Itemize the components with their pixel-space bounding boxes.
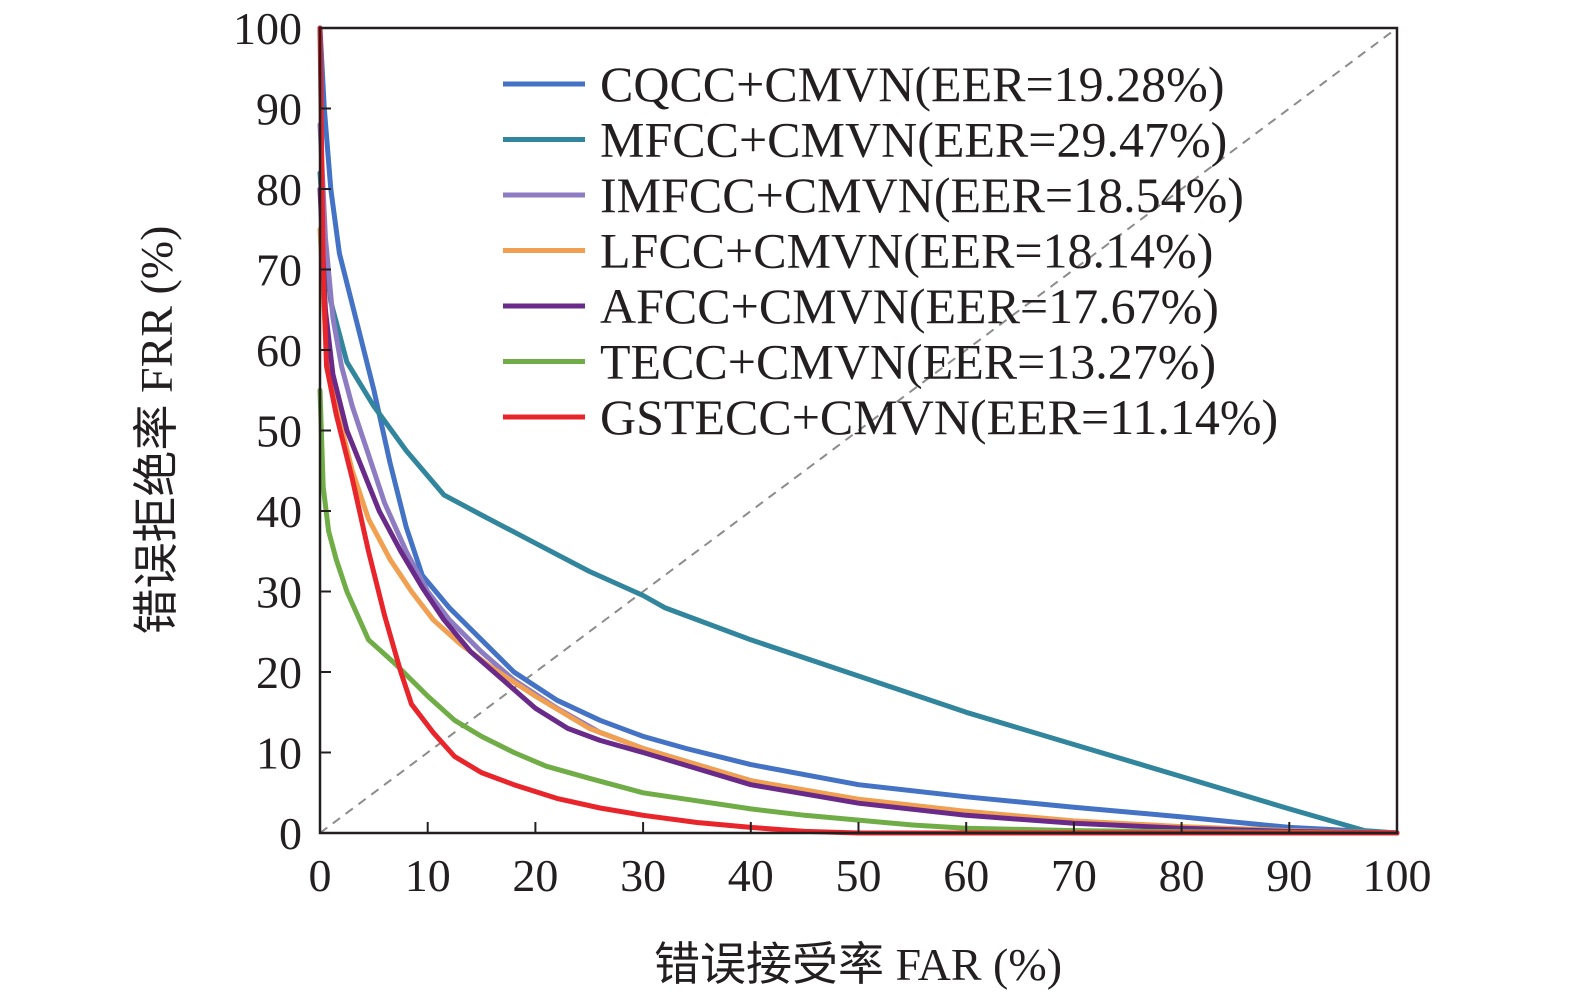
axes-layer: 0 10 20 30 40 50 60 70 80 90 100 0 10 20 30 40 50 60 70 80 9… — [233, 3, 1432, 901]
series-line-1 — [317, 170, 1400, 836]
legend-label-6: GSTECC+CMVN(EER=11.14%) — [600, 389, 1278, 445]
y-tick-label: 0 — [279, 808, 302, 859]
series-line-0 — [317, 25, 1400, 836]
y-tick-label: 20 — [256, 647, 302, 698]
y-tick-label: 70 — [256, 245, 302, 296]
y-tick-label: 60 — [256, 325, 302, 376]
y-tick-label: 100 — [233, 3, 302, 54]
series-line-6 — [317, 25, 1400, 836]
eer-reference-line — [319, 27, 1398, 834]
legend: CQCC+CMVN(EER=19.28%)MFCC+CMVN(EER=29.47… — [503, 56, 1278, 445]
y-tick-label: 30 — [256, 567, 302, 618]
x-tick-label: 0 — [309, 850, 332, 901]
legend-label-0: CQCC+CMVN(EER=19.28%) — [600, 56, 1224, 112]
x-tick-label: 80 — [1159, 850, 1205, 901]
series-line-4 — [317, 186, 1400, 836]
legend-label-1: MFCC+CMVN(EER=29.47%) — [600, 112, 1227, 168]
series-line-3 — [317, 226, 1400, 836]
x-tick-label: 60 — [943, 850, 989, 901]
x-tick-label: 70 — [1051, 850, 1097, 901]
y-axis-label: 错误拒绝率 FRR (%) — [131, 226, 182, 635]
y-tick-label: 10 — [256, 728, 302, 779]
x-tick-label: 20 — [512, 850, 558, 901]
x-tick-label: 30 — [620, 850, 666, 901]
x-tick-label: 10 — [405, 850, 451, 901]
x-tick-label: 40 — [728, 850, 774, 901]
x-tick-label: 90 — [1266, 850, 1312, 901]
x-tick-label: 50 — [836, 850, 882, 901]
curves-layer — [317, 25, 1400, 836]
legend-label-4: AFCC+CMVN(EER=17.67%) — [600, 278, 1219, 334]
y-tick-label: 90 — [256, 84, 302, 135]
y-tick-label: 50 — [256, 406, 302, 457]
x-axis-label: 错误接受率 FAR (%) — [654, 939, 1062, 990]
legend-label-3: LFCC+CMVN(EER=18.14%) — [600, 223, 1213, 279]
series-line-5 — [317, 387, 1400, 836]
y-tick-label: 40 — [256, 486, 302, 537]
legend-label-5: TECC+CMVN(EER=13.27%) — [600, 334, 1216, 390]
legend-label-2: IMFCC+CMVN(EER=18.54%) — [600, 167, 1244, 223]
x-tick-label: 100 — [1363, 850, 1432, 901]
y-tick-label: 80 — [256, 164, 302, 215]
